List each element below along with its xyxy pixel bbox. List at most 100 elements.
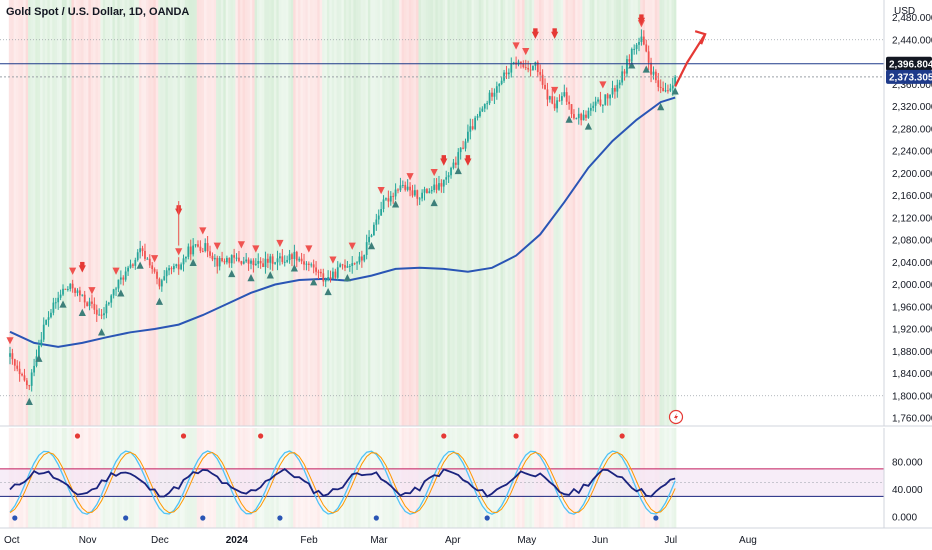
shade-bar (273, 0, 277, 426)
shade-bar (536, 0, 539, 426)
shade-bar (329, 0, 332, 426)
candle-body (86, 302, 89, 306)
candle-body (259, 260, 262, 264)
shade-bar (252, 0, 255, 426)
candle-body (498, 83, 501, 87)
oscillator-trough-dot (123, 515, 129, 521)
candle-body (23, 375, 26, 381)
time-axis[interactable]: Oct Nov Dec 2024 Feb Mar Apr May Jun Jul Aug (4, 535, 757, 546)
candle-body (606, 94, 609, 99)
candle-body (148, 258, 151, 266)
shade-bar (131, 0, 135, 426)
shade-bar (666, 0, 670, 426)
candle-body (228, 257, 231, 264)
shade-bar (59, 0, 62, 426)
shade-bar (618, 0, 621, 426)
candle-body (129, 264, 132, 268)
candle-body (62, 288, 64, 295)
shade-bar (553, 0, 556, 426)
sell-signal-marker (377, 187, 385, 195)
candle-body (47, 317, 50, 320)
shade-bar (16, 0, 19, 426)
shade-bar (206, 0, 209, 426)
alert-marker (552, 28, 557, 34)
price-tick-label: 1,840.000 (892, 369, 932, 380)
candle-body (30, 372, 33, 386)
alert-marker (465, 155, 471, 161)
candle-body (332, 271, 334, 279)
shade-bar (539, 0, 542, 426)
candle-body (13, 359, 16, 366)
shade-bar (546, 0, 549, 426)
candle-body (669, 88, 672, 91)
oscillator-tick-label: 40.000 (892, 485, 923, 496)
candle-body (351, 263, 354, 266)
candle-body (139, 248, 142, 253)
price-tick-label: 1,880.000 (892, 347, 932, 358)
shade-bar (673, 0, 677, 426)
sell-signal-marker (213, 242, 221, 250)
buy-signal-marker (25, 397, 33, 406)
price-tick-label: 1,920.000 (892, 325, 932, 336)
candle-body (587, 110, 590, 118)
sell-signal-marker (551, 86, 559, 95)
shade-bar (522, 0, 525, 426)
candle-body (445, 177, 448, 180)
time-tick-label: Mar (370, 535, 388, 546)
candle-body (233, 255, 236, 258)
shade-bar (642, 0, 646, 426)
candle-body (334, 271, 337, 278)
candle-body (604, 94, 607, 105)
shade-bar (146, 0, 149, 426)
candle-body (522, 63, 525, 68)
candle-body (652, 71, 655, 75)
candle-body (423, 189, 426, 193)
candle-body (127, 267, 129, 272)
oscillator-peak-dot (441, 433, 447, 439)
shade-bar (187, 0, 190, 426)
oscillator-trough-dot (200, 515, 206, 521)
shade-bar (558, 0, 561, 426)
shade-bar (387, 0, 390, 426)
time-tick-label: Jun (592, 535, 608, 546)
candle-body (93, 303, 96, 310)
candle-body (245, 259, 248, 262)
shade-bar (199, 0, 202, 426)
shade-bar (502, 0, 506, 426)
shade-bar (411, 0, 414, 426)
shade-bar (394, 0, 397, 426)
shade-bar (457, 0, 460, 426)
lightning-icon[interactable] (668, 409, 684, 425)
shade-bar (363, 0, 366, 426)
candle-body (365, 242, 368, 255)
shade-bar (158, 0, 161, 426)
time-tick-label: Dec (151, 535, 169, 546)
chart-title: Gold Spot / U.S. Dollar, 1D, OANDA (6, 6, 189, 18)
price-tick-label: 2,240.000 (892, 147, 932, 158)
price-tick-label: 2,200.000 (892, 169, 932, 180)
shade-bar (459, 0, 462, 426)
candle-body (640, 36, 643, 42)
shade-bar (353, 0, 356, 426)
candle-body (450, 167, 452, 176)
shade-bar (406, 0, 409, 426)
oscillator-tick-label: 0.000 (892, 513, 917, 524)
candle-body (674, 76, 677, 86)
candle-body (592, 105, 595, 108)
candle-body (66, 289, 69, 291)
buy-signal-marker (78, 308, 86, 317)
oscillator-trough-dot (12, 515, 18, 521)
shade-bar (312, 0, 315, 426)
candle-body (541, 74, 544, 85)
shade-bar (512, 0, 515, 426)
shade-bar (93, 0, 96, 426)
shade-bar (659, 0, 662, 426)
sell-signal-marker (348, 242, 356, 250)
buy-signal-marker (671, 87, 679, 95)
candle-body (404, 184, 407, 190)
shade-bar (213, 0, 217, 426)
candle-body (346, 266, 349, 268)
candle-body (103, 313, 105, 316)
sell-signal-marker (112, 267, 120, 275)
candle-body (558, 100, 561, 102)
